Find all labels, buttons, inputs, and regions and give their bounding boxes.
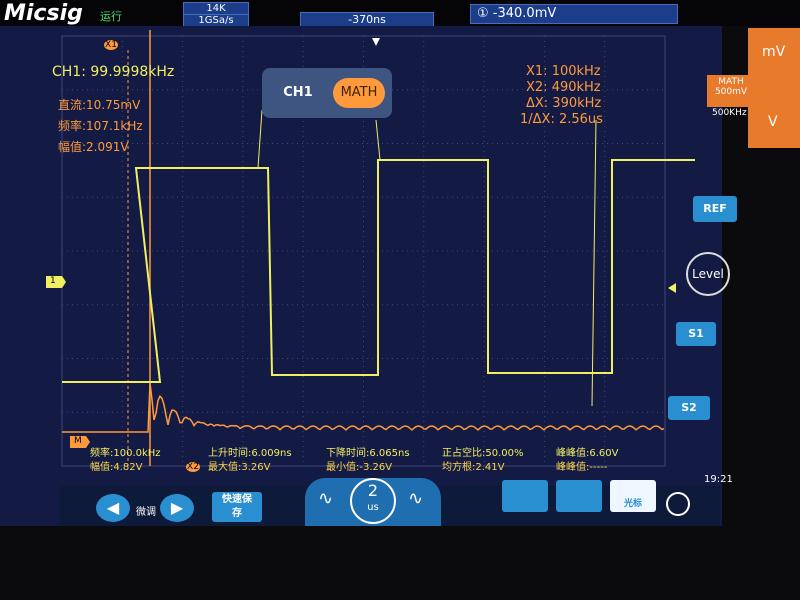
trigger-marker xyxy=(372,38,380,46)
frequency-value: 频率:107.1kHz xyxy=(58,119,143,133)
cursor-value: X1: 100kHz xyxy=(526,64,601,79)
measurement: 峰峰值:----- xyxy=(556,462,608,473)
s1-button[interactable]: S1 xyxy=(676,322,716,346)
level-marker xyxy=(668,283,676,293)
measurement: 正占空比:50.00% xyxy=(442,448,524,459)
ch1-spike xyxy=(375,119,381,161)
tab-ch1[interactable]: CH1 xyxy=(283,85,313,100)
math-marker-label: M xyxy=(74,436,82,446)
measurement: 最大值:3.26V xyxy=(208,462,271,473)
ch1-spike xyxy=(257,109,263,169)
run-status: 运行 xyxy=(100,10,122,23)
measurement: 均方根:2.41V xyxy=(442,462,505,473)
cursor-button[interactable]: 光标 xyxy=(610,480,656,512)
cursor-value: 1/ΔX: 2.56us xyxy=(520,112,603,127)
measurement: 峰峰值:6.60V xyxy=(556,448,619,459)
x1-marker: X1 xyxy=(104,40,118,50)
math-trace xyxy=(62,382,665,433)
ch1-spike xyxy=(591,119,597,407)
s2-button[interactable]: S2 xyxy=(668,396,710,420)
quick-save[interactable]: 快速保存 xyxy=(212,492,262,522)
grid xyxy=(62,36,665,466)
timebase-value: 2 xyxy=(367,481,379,500)
timebase-knob[interactable]: 2 us xyxy=(350,478,396,524)
measurement: 下降时间:6.065ns xyxy=(326,448,410,459)
ch1-marker xyxy=(46,276,66,288)
h-cursor-button[interactable] xyxy=(556,480,602,512)
math-scale-box[interactable]: MATH 500mV xyxy=(707,75,755,107)
clock: 19:21 xyxy=(704,474,733,485)
math-marker xyxy=(70,436,90,448)
right-arrow[interactable]: ▶ xyxy=(160,494,194,522)
cursor-value: ΔX: 390kHz xyxy=(526,96,602,111)
wave-button[interactable] xyxy=(502,480,548,512)
measurement: 幅值:4.82V xyxy=(90,462,143,473)
timebase-up[interactable]: ∿ xyxy=(408,488,424,509)
ch1-trace xyxy=(62,159,695,383)
fine-tune: 微调 xyxy=(136,507,156,518)
measurement: 频率:100.0kHz xyxy=(90,448,161,459)
unit-bottom[interactable]: V xyxy=(768,114,778,130)
measurement: 上升时间:6.009ns xyxy=(208,448,292,459)
left-arrow[interactable]: ◀ xyxy=(96,494,130,522)
measurements: 频率:100.0kHz 幅值:4.82V 上升时间:6.009ns 最大值:3.26V… xyxy=(90,444,670,474)
amplitude-value: 幅值:2.091V xyxy=(58,140,129,154)
cursor-value: X2: 490kHz xyxy=(526,80,601,95)
menu-button[interactable] xyxy=(666,492,690,516)
level-knob[interactable]: Level xyxy=(686,252,730,296)
timebase-down[interactable]: ∿ xyxy=(318,488,334,509)
math-label: MATH xyxy=(718,77,744,87)
ch1-frequency: CH1: 99.9998kHz xyxy=(52,64,175,80)
unit-top[interactable]: mV xyxy=(762,44,786,60)
ref-button[interactable]: REF xyxy=(693,196,737,222)
math-frequency: 500KHz xyxy=(712,108,747,118)
trigger-level[interactable]: ① -340.0mV xyxy=(470,4,678,24)
scale-panel xyxy=(748,28,800,148)
cursor-readout: X1: 100kHz X2: 490kHz ΔX: 390kHz 1/ΔX: 2.56… xyxy=(520,64,603,128)
x2-marker: X2 xyxy=(186,462,200,472)
measurement: 最小值:-3.26V xyxy=(326,462,393,473)
math-scale: 500mV xyxy=(714,87,748,97)
dc-value: 直流:10.75mV xyxy=(58,98,141,112)
ch1-marker-label: 1 xyxy=(50,276,56,286)
tab-math[interactable]: MATH xyxy=(333,78,385,108)
timebase-unit: us xyxy=(367,502,379,513)
brand: Micsig xyxy=(4,1,83,26)
